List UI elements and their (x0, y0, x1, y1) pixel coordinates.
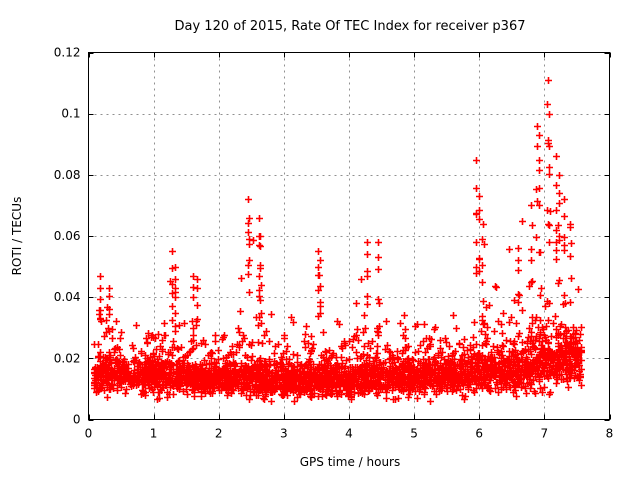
x-tick-label: 1 (150, 427, 158, 441)
x-tick-label: 4 (345, 427, 353, 441)
y-tick-label: 0.02 (54, 351, 81, 365)
x-tick-labels: 0 1 2 3 4 5 6 7 8 (85, 427, 614, 441)
y-tick-label: 0.12 (54, 46, 81, 60)
x-tick-label: 7 (541, 427, 549, 441)
x-tick-label: 6 (475, 427, 483, 441)
plot-title: Day 120 of 2015, Rate Of TEC Index for r… (175, 19, 526, 34)
y-tick-label: 0.04 (54, 290, 81, 304)
y-tick-label: 0.06 (54, 229, 81, 243)
x-tick-label: 8 (606, 427, 614, 441)
x-axis-label: GPS time / hours (300, 455, 401, 469)
y-tick-label: 0.1 (61, 107, 80, 121)
y-tick-label: 0.08 (54, 168, 81, 182)
tick-marks (88, 52, 611, 421)
data-markers (91, 77, 585, 405)
x-tick-label: 5 (410, 427, 418, 441)
x-tick-label: 2 (215, 427, 223, 441)
gridlines (88, 52, 610, 420)
y-tick-labels: 0 0.02 0.04 0.06 0.08 0.1 0.12 (54, 46, 81, 427)
x-tick-label: 3 (280, 427, 288, 441)
y-axis-label: ROTI / TECUs (10, 197, 24, 276)
x-tick-label: 0 (85, 427, 93, 441)
y-tick-label: 0 (73, 413, 81, 427)
